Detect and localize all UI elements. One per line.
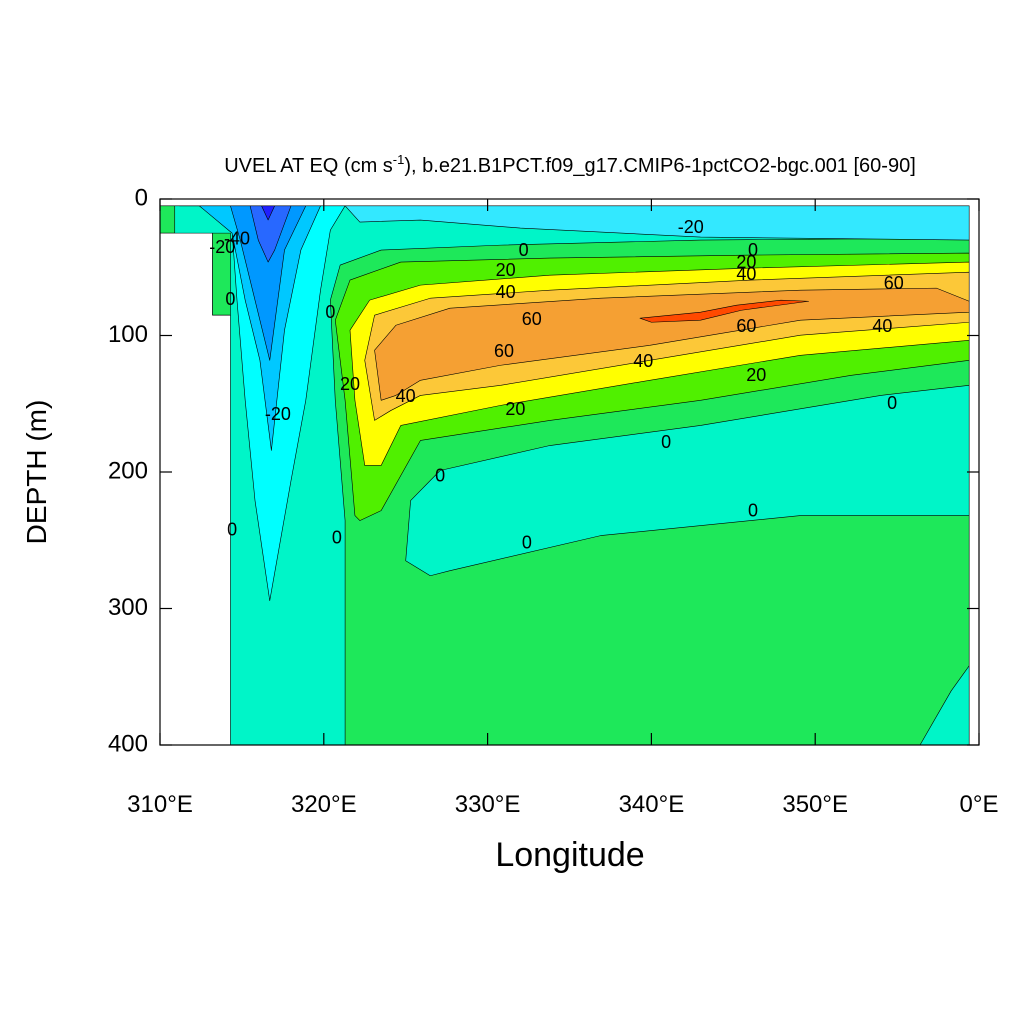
y-tick-label: 100 — [108, 321, 148, 348]
contour-label: 60 — [884, 273, 904, 293]
contour-region — [639, 299, 809, 323]
x-tick-label: 340°E — [619, 791, 685, 818]
contour-region — [249, 205, 292, 263]
contour-label: 0 — [661, 432, 671, 452]
chart-title: UVEL AT EQ (cm s-1), b.e21.B1PCT.f09_g17… — [224, 152, 916, 177]
contour-label: 0 — [325, 302, 335, 322]
contour-region — [159, 205, 176, 234]
title-superscript: -1 — [393, 152, 405, 167]
x-tick-label: 320°E — [291, 791, 357, 818]
contour-label: 20 — [505, 399, 525, 419]
contour-region — [405, 385, 970, 577]
x-tick-label: 350°E — [782, 791, 848, 818]
contour-label: 0 — [435, 465, 445, 485]
contour-label: 0 — [519, 240, 529, 260]
contour-region — [344, 205, 970, 241]
y-tick-label: 200 — [108, 457, 148, 484]
contour-region — [230, 205, 307, 361]
contour-label: 40 — [872, 316, 892, 336]
y-axis-label: DEPTH (m) — [21, 400, 52, 545]
contour-label: 40 — [736, 264, 756, 284]
contour-label: 20 — [746, 365, 766, 385]
contour-label: 0 — [522, 532, 532, 552]
contour-label: 20 — [736, 252, 756, 272]
contour-label: 0 — [225, 289, 235, 309]
contour-label: 40 — [496, 282, 516, 302]
x-tick-label: 0°E — [960, 791, 999, 818]
contour-label: 20 — [340, 374, 360, 394]
title-main: UVEL AT EQ (cm s — [224, 155, 393, 177]
y-tick-label: 0 — [135, 184, 148, 211]
contour-label: 60 — [736, 316, 756, 336]
contour-label: -40 — [224, 229, 250, 249]
contour-label: 0 — [748, 240, 758, 260]
y-tick-label: 300 — [108, 594, 148, 621]
contour-region — [374, 287, 970, 401]
contour-label: 0 — [227, 519, 237, 539]
x-axis-label: Longitude — [495, 836, 644, 874]
contour-label: 40 — [633, 351, 653, 371]
y-tick-label: 400 — [108, 730, 148, 757]
contour-label: 20 — [496, 260, 516, 280]
title-rest: ), b.e21.B1PCT.f09_g17.CMIP6-1pctCO2-bgc… — [404, 155, 915, 177]
contour-fill — [159, 205, 970, 746]
contour-label: -20 — [678, 217, 704, 237]
contour-region — [261, 205, 275, 221]
contour-label: -20 — [209, 237, 235, 257]
contour-label: 60 — [522, 309, 542, 329]
contour-label: 0 — [332, 527, 342, 547]
contour-label: 60 — [494, 341, 514, 361]
x-tick-label: 330°E — [455, 791, 521, 818]
contour-label: -20 — [265, 404, 291, 424]
x-tick-label: 310°E — [127, 791, 193, 818]
axes: 310°E 320°E 330°E 340°E 350°E 0°E010020030040… — [108, 184, 999, 818]
contour-label: 0 — [887, 393, 897, 413]
contour-region — [199, 205, 321, 451]
contour-label: 40 — [396, 386, 416, 406]
contour-label: 0 — [748, 500, 758, 520]
